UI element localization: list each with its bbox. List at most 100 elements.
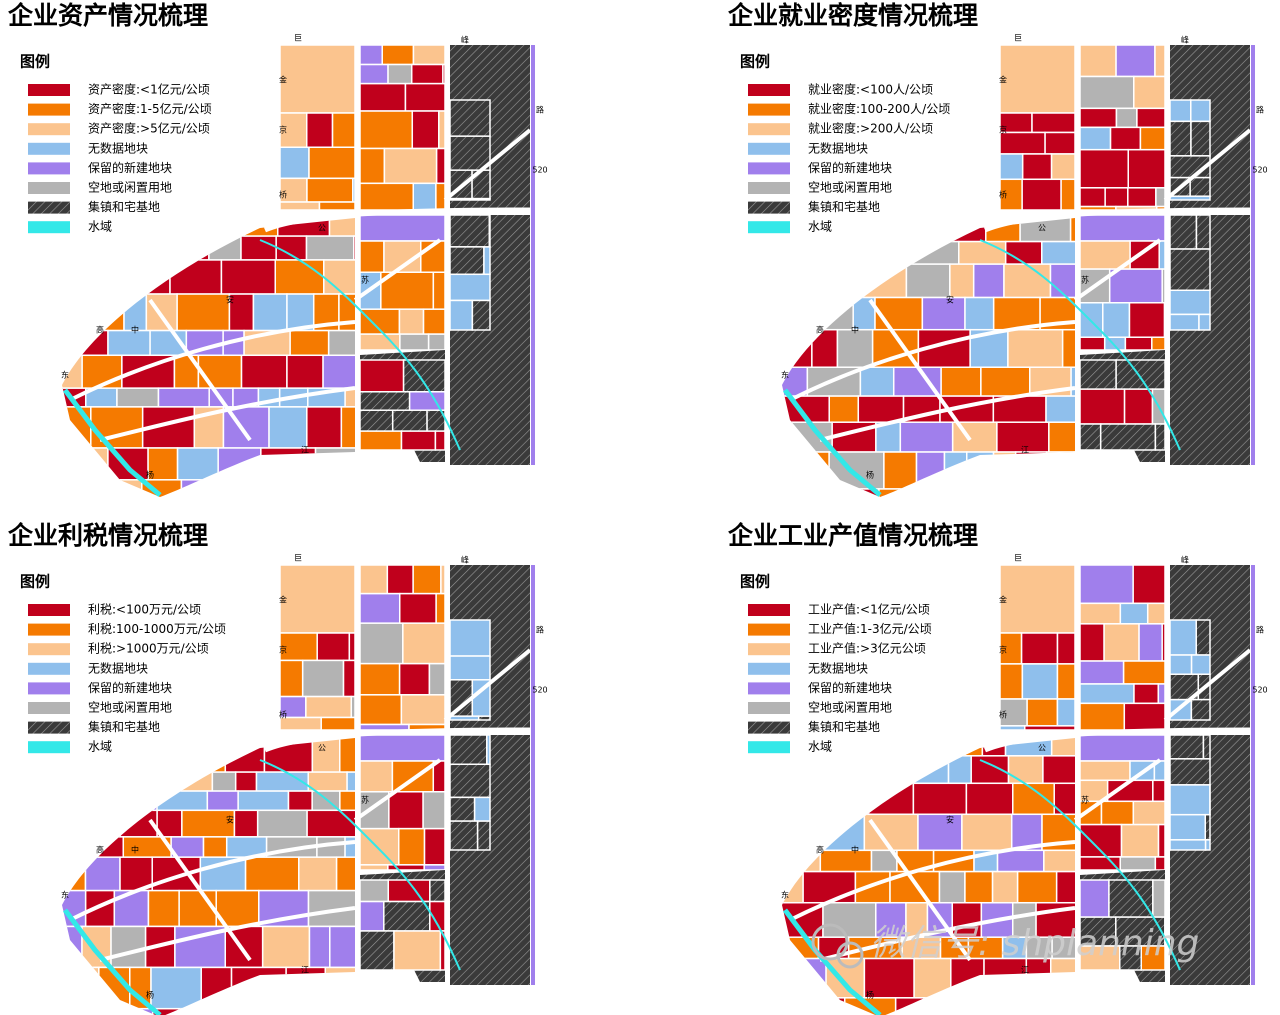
parcel (1021, 663, 1059, 700)
road-label: 安 (226, 295, 234, 305)
parcel (144, 259, 171, 295)
parcel (449, 299, 474, 331)
parcel (386, 564, 414, 595)
parcel (1069, 218, 1075, 243)
parcel (306, 406, 343, 449)
parcel (340, 406, 355, 449)
parcel (359, 147, 386, 185)
legend-swatch (748, 643, 790, 656)
parcel (352, 177, 356, 203)
parcel (305, 235, 355, 261)
parcel (908, 218, 935, 243)
parcel (1079, 945, 1121, 971)
parcel (1120, 823, 1160, 858)
parcel (147, 447, 179, 481)
parcel (1123, 702, 1166, 731)
parcel (335, 856, 355, 892)
parcel (952, 738, 984, 757)
legend-label: 工业产值:<1亿元/公顷 (808, 602, 930, 617)
watermark-text: 微信号: shplanning (870, 923, 1199, 964)
parcel (449, 715, 480, 721)
parcel (268, 406, 308, 449)
parcel (359, 430, 403, 451)
parcel (964, 870, 994, 904)
parcel (947, 755, 972, 785)
legend-swatch (28, 201, 70, 214)
road (1163, 648, 1252, 722)
parcel (301, 659, 345, 698)
parcel-group (782, 218, 1075, 497)
road (789, 320, 1076, 402)
parcel (915, 451, 946, 490)
legend-label: 无数据地块 (88, 140, 148, 155)
parcel (1198, 313, 1211, 331)
road (264, 207, 531, 233)
parcel (62, 293, 91, 332)
parcel (1169, 813, 1207, 841)
parcel-group (62, 738, 355, 1015)
parcel (139, 771, 164, 792)
road-label: 安 (946, 815, 954, 825)
parcel (202, 836, 228, 858)
parcel (147, 889, 180, 928)
parcel (1154, 856, 1166, 871)
parcel (1136, 107, 1166, 129)
parcel (1045, 395, 1075, 423)
road-label: 公 (318, 224, 326, 233)
road (984, 727, 1251, 753)
road-label: 苏 (361, 275, 369, 285)
parcel (449, 99, 491, 137)
parcel (1169, 758, 1211, 786)
legend-label: 集镇和宅基地 (88, 199, 160, 214)
parcel (961, 813, 1013, 852)
road-label: 高 (816, 325, 824, 335)
parcel (883, 451, 918, 490)
parcel (1055, 870, 1075, 904)
parcel (432, 271, 446, 310)
parcel (449, 763, 491, 799)
parcel (359, 182, 415, 211)
parcel (381, 44, 415, 66)
road-label: 路 (536, 105, 544, 115)
parcel (388, 791, 424, 830)
parcel (1048, 421, 1075, 453)
parcel (1026, 698, 1059, 727)
legend-label: 利税:100-1000万元/公顷 (88, 622, 226, 636)
parcel-group (62, 218, 355, 497)
parcel (1161, 268, 1166, 304)
legend-label: 水域 (88, 220, 112, 234)
parcel (359, 930, 395, 971)
parcel (999, 44, 1076, 114)
parcel (921, 296, 966, 331)
parcel (279, 564, 356, 634)
parcel (359, 694, 403, 726)
parcel (359, 564, 389, 595)
legend-label: 利税:>1000万元/公顷 (88, 642, 209, 656)
parcel (359, 409, 394, 432)
parcel (782, 755, 819, 785)
parcel (1108, 268, 1163, 304)
parcel (359, 592, 401, 624)
parcel (275, 1007, 318, 1015)
parcel (1169, 734, 1205, 760)
parcel (429, 879, 446, 903)
road-label: 京 (999, 645, 1007, 655)
parcel (359, 359, 405, 393)
parcel (1004, 240, 1043, 265)
road (1163, 128, 1252, 202)
parcel (1073, 451, 1075, 490)
parcel (306, 809, 355, 838)
road (443, 128, 532, 202)
parcel (782, 813, 815, 852)
parcel (899, 421, 954, 453)
road-label: 路 (536, 625, 544, 635)
parcel (1115, 107, 1138, 129)
parcel (62, 447, 109, 481)
road-label: 中 (851, 845, 859, 855)
river (259, 759, 461, 971)
parcel (1133, 683, 1160, 705)
parcel (62, 966, 100, 1010)
legend-label: 集镇和宅基地 (808, 719, 880, 734)
road-label: 中 (131, 325, 139, 335)
road-label: 公 (1038, 224, 1046, 233)
